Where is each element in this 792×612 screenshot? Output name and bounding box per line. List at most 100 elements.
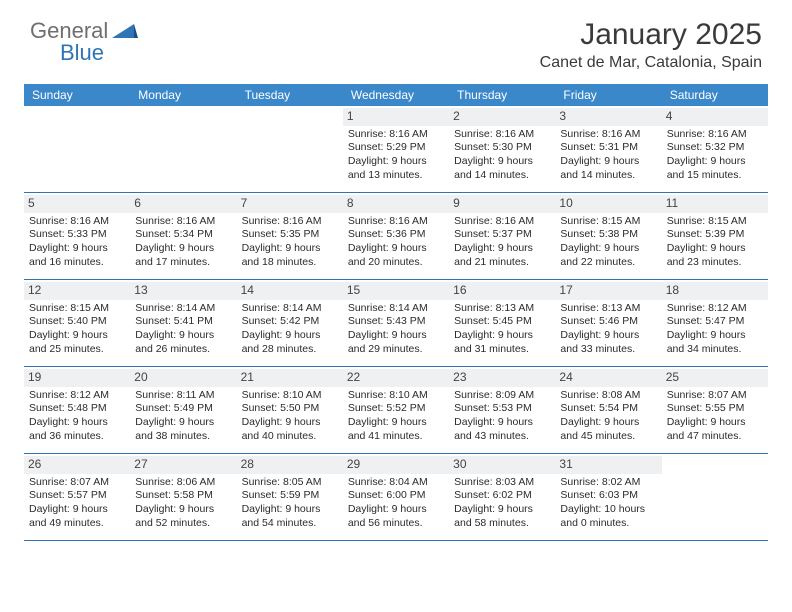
sunset-line: Sunset: 5:52 PM xyxy=(348,402,444,416)
sunset-line: Sunset: 5:39 PM xyxy=(667,228,763,242)
sunrise-line: Sunrise: 8:10 AM xyxy=(242,389,338,403)
day-number: 7 xyxy=(237,195,343,213)
day-cell: 4Sunrise: 8:16 AMSunset: 5:32 PMDaylight… xyxy=(662,106,768,192)
daylight-line: Daylight: 9 hours xyxy=(348,416,444,430)
daylight-minutes-line: and 47 minutes. xyxy=(667,430,763,444)
daylight-line: Daylight: 9 hours xyxy=(29,242,125,256)
daylight-line: Daylight: 9 hours xyxy=(348,503,444,517)
daylight-minutes-line: and 0 minutes. xyxy=(560,517,656,531)
sunset-line: Sunset: 6:02 PM xyxy=(454,489,550,503)
daylight-minutes-line: and 45 minutes. xyxy=(560,430,656,444)
sunrise-line: Sunrise: 8:02 AM xyxy=(560,476,656,490)
day-cell: 8Sunrise: 8:16 AMSunset: 5:36 PMDaylight… xyxy=(343,193,449,279)
day-cell: 17Sunrise: 8:13 AMSunset: 5:46 PMDayligh… xyxy=(555,280,661,366)
daylight-minutes-line: and 14 minutes. xyxy=(560,169,656,183)
day-number: 18 xyxy=(662,282,768,300)
sunrise-line: Sunrise: 8:16 AM xyxy=(454,128,550,142)
day-cell: 26Sunrise: 8:07 AMSunset: 5:57 PMDayligh… xyxy=(24,454,130,540)
daylight-line: Daylight: 9 hours xyxy=(348,155,444,169)
daylight-line: Daylight: 9 hours xyxy=(135,329,231,343)
day-header-cell: Monday xyxy=(130,84,236,106)
daylight-minutes-line: and 38 minutes. xyxy=(135,430,231,444)
sunrise-line: Sunrise: 8:16 AM xyxy=(348,215,444,229)
daylight-minutes-line: and 21 minutes. xyxy=(454,256,550,270)
sunrise-line: Sunrise: 8:04 AM xyxy=(348,476,444,490)
sunset-line: Sunset: 6:00 PM xyxy=(348,489,444,503)
day-cell: 2Sunrise: 8:16 AMSunset: 5:30 PMDaylight… xyxy=(449,106,555,192)
sunrise-line: Sunrise: 8:08 AM xyxy=(560,389,656,403)
daylight-minutes-line: and 22 minutes. xyxy=(560,256,656,270)
daylight-minutes-line: and 18 minutes. xyxy=(242,256,338,270)
daylight-minutes-line: and 41 minutes. xyxy=(348,430,444,444)
page-title: January 2025 xyxy=(540,18,762,52)
day-number: 10 xyxy=(555,195,661,213)
sunrise-line: Sunrise: 8:12 AM xyxy=(667,302,763,316)
day-cell: 23Sunrise: 8:09 AMSunset: 5:53 PMDayligh… xyxy=(449,367,555,453)
week-row: 1Sunrise: 8:16 AMSunset: 5:29 PMDaylight… xyxy=(24,106,768,193)
day-number: 19 xyxy=(24,369,130,387)
day-cell: 29 Sunrise: 8:04 AMSunset: 6:00 PMDayligh… xyxy=(343,454,449,540)
day-cell: 22Sunrise: 8:10 AMSunset: 5:52 PMDayligh… xyxy=(343,367,449,453)
day-number: 29 xyxy=(343,456,449,474)
daylight-minutes-line: and 33 minutes. xyxy=(560,343,656,357)
sunset-line: Sunset: 5:46 PM xyxy=(560,315,656,329)
sunrise-line: Sunrise: 8:07 AM xyxy=(667,389,763,403)
logo: General Blue xyxy=(30,18,140,44)
sunrise-line: Sunrise: 8:16 AM xyxy=(29,215,125,229)
day-number: 14 xyxy=(237,282,343,300)
day-cell xyxy=(130,106,236,192)
daylight-minutes-line: and 56 minutes. xyxy=(348,517,444,531)
daylight-minutes-line: and 25 minutes. xyxy=(29,343,125,357)
day-number: 9 xyxy=(449,195,555,213)
daylight-line: Daylight: 9 hours xyxy=(667,416,763,430)
day-cell: 21Sunrise: 8:10 AMSunset: 5:50 PMDayligh… xyxy=(237,367,343,453)
sunrise-line: Sunrise: 8:11 AM xyxy=(135,389,231,403)
sunset-line: Sunset: 5:37 PM xyxy=(454,228,550,242)
daylight-line: Daylight: 9 hours xyxy=(29,329,125,343)
daylight-line: Daylight: 9 hours xyxy=(560,416,656,430)
daylight-line: Daylight: 9 hours xyxy=(454,503,550,517)
daylight-minutes-line: and 28 minutes. xyxy=(242,343,338,357)
daylight-line: Daylight: 9 hours xyxy=(560,155,656,169)
logo-triangle-icon xyxy=(112,22,138,40)
day-cell: 3Sunrise: 8:16 AMSunset: 5:31 PMDaylight… xyxy=(555,106,661,192)
sunrise-line: Sunrise: 8:10 AM xyxy=(348,389,444,403)
daylight-line: Daylight: 9 hours xyxy=(454,329,550,343)
sunrise-line: Sunrise: 8:07 AM xyxy=(29,476,125,490)
day-number: 2 xyxy=(449,108,555,126)
day-number: 25 xyxy=(662,369,768,387)
sunset-line: Sunset: 5:53 PM xyxy=(454,402,550,416)
day-header-cell: Thursday xyxy=(449,84,555,106)
day-number: 17 xyxy=(555,282,661,300)
day-header-cell: Saturday xyxy=(662,84,768,106)
day-header-cell: Sunday xyxy=(24,84,130,106)
day-cell xyxy=(662,454,768,540)
daylight-minutes-line: and 14 minutes. xyxy=(454,169,550,183)
daylight-minutes-line: and 49 minutes. xyxy=(29,517,125,531)
day-number: 31 xyxy=(555,456,661,474)
day-cell: 13Sunrise: 8:14 AMSunset: 5:41 PMDayligh… xyxy=(130,280,236,366)
daylight-line: Daylight: 9 hours xyxy=(242,503,338,517)
daylight-minutes-line: and 58 minutes. xyxy=(454,517,550,531)
sunset-line: Sunset: 5:43 PM xyxy=(348,315,444,329)
sunrise-line: Sunrise: 8:16 AM xyxy=(348,128,444,142)
daylight-minutes-line: and 26 minutes. xyxy=(135,343,231,357)
sunrise-line: Sunrise: 8:16 AM xyxy=(667,128,763,142)
day-cell: 7Sunrise: 8:16 AMSunset: 5:35 PMDaylight… xyxy=(237,193,343,279)
sunrise-line: Sunrise: 8:09 AM xyxy=(454,389,550,403)
day-cell: 12Sunrise: 8:15 AMSunset: 5:40 PMDayligh… xyxy=(24,280,130,366)
sunrise-line: Sunrise: 8:12 AM xyxy=(29,389,125,403)
daylight-minutes-line: and 31 minutes. xyxy=(454,343,550,357)
day-cell: 25Sunrise: 8:07 AMSunset: 5:55 PMDayligh… xyxy=(662,367,768,453)
daylight-minutes-line: and 15 minutes. xyxy=(667,169,763,183)
day-cell: 20Sunrise: 8:11 AMSunset: 5:49 PMDayligh… xyxy=(130,367,236,453)
daylight-line: Daylight: 9 hours xyxy=(135,503,231,517)
sunset-line: Sunset: 5:36 PM xyxy=(348,228,444,242)
sunrise-line: Sunrise: 8:05 AM xyxy=(242,476,338,490)
daylight-line: Daylight: 9 hours xyxy=(560,329,656,343)
sunrise-line: Sunrise: 8:15 AM xyxy=(667,215,763,229)
week-row: 19Sunrise: 8:12 AMSunset: 5:48 PMDayligh… xyxy=(24,367,768,454)
daylight-minutes-line: and 16 minutes. xyxy=(29,256,125,270)
day-cell: 24Sunrise: 8:08 AMSunset: 5:54 PMDayligh… xyxy=(555,367,661,453)
daylight-minutes-line: and 34 minutes. xyxy=(667,343,763,357)
